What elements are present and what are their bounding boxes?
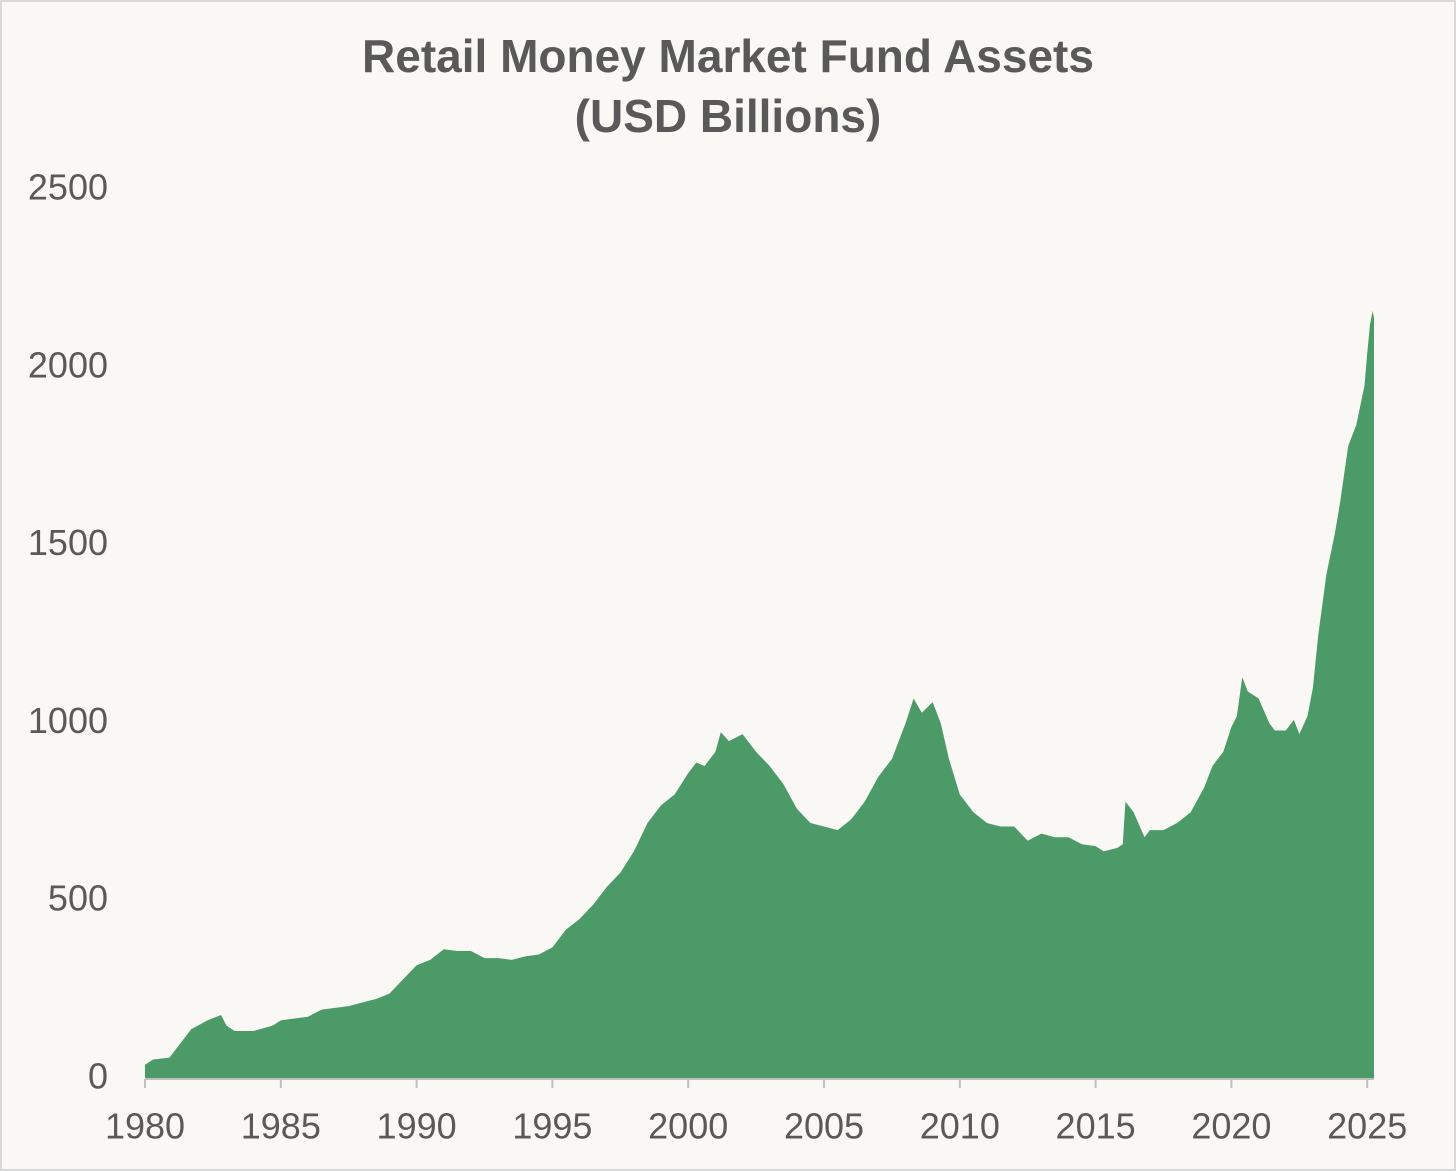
chart-title: Retail Money Market Fund Assets bbox=[362, 30, 1094, 82]
x-tick-label: 1980 bbox=[105, 1106, 185, 1147]
x-tick-label: 2005 bbox=[784, 1106, 864, 1147]
y-tick-label: 1000 bbox=[28, 700, 108, 741]
y-tick-label: 500 bbox=[48, 878, 108, 919]
x-tick-label: 2015 bbox=[1056, 1106, 1136, 1147]
y-tick-label: 2500 bbox=[28, 167, 108, 208]
y-tick-label: 2000 bbox=[28, 344, 108, 385]
y-tick-label: 0 bbox=[88, 1056, 108, 1097]
chart-subtitle: (USD Billions) bbox=[575, 90, 882, 142]
x-tick-label: 2010 bbox=[920, 1106, 1000, 1147]
x-tick-label: 1990 bbox=[377, 1106, 457, 1147]
y-tick-label: 1500 bbox=[28, 522, 108, 563]
x-tick-label: 2020 bbox=[1191, 1106, 1271, 1147]
area bbox=[145, 310, 1374, 1079]
x-tick-label: 2000 bbox=[648, 1106, 728, 1147]
x-tick-label: 2025 bbox=[1327, 1106, 1407, 1147]
x-tick-label: 1995 bbox=[512, 1106, 592, 1147]
x-tick-label: 1985 bbox=[241, 1106, 321, 1147]
